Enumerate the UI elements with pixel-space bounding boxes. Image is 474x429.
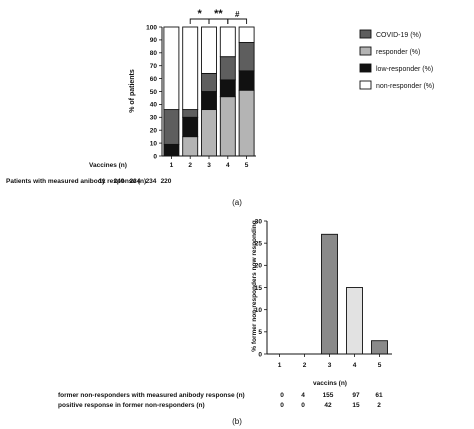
panel-a-ylabel: % of patients — [129, 69, 136, 113]
bar-segment-3-cat-5 — [238, 42, 255, 72]
panel-a-xtick-label: 1 — [170, 162, 174, 169]
panel-a-ytick-label: 90 — [150, 37, 158, 44]
bar-segment-4-cat-5 — [238, 26, 255, 43]
bar-segment-1-cat-5 — [238, 89, 255, 157]
significance-label: ** — [214, 8, 223, 20]
legend-swatch — [359, 29, 372, 39]
panel-b-table-value: 15 — [352, 402, 360, 409]
panel-a-ytick-label: 10 — [150, 140, 158, 147]
panel-b-caption: (b) — [232, 417, 242, 426]
bar-segment-2-cat-4 — [219, 79, 236, 98]
panel-a-ytick-label: 40 — [150, 102, 158, 109]
panel-b-table-value: 155 — [323, 392, 334, 399]
panel-b-table-label: positive response in former non-responde… — [58, 402, 205, 409]
bar-segment-2-cat-3 — [201, 91, 217, 111]
panel-a-xtick-label: 3 — [207, 162, 211, 169]
panel-a-ytick-label: 70 — [150, 63, 158, 70]
panel-b-table-value: 0 — [280, 392, 284, 399]
panel-a-ytick-label: 60 — [150, 76, 158, 83]
legend-label: low-responder (%) — [376, 66, 433, 73]
legend-label: COVID-19 (%) — [376, 32, 421, 39]
panel-b-ylabel: % former non-responders now responding — [251, 220, 258, 351]
legend-label: non-responder (%) — [376, 83, 434, 90]
bar-segment-1-cat-4 — [219, 96, 236, 157]
panel-a-xlabel: Vaccines (n) — [89, 162, 127, 169]
panel-a-table-value: 234 — [146, 178, 157, 185]
panel-a-table-value: 249 — [114, 178, 125, 185]
bar-segment-2-cat-2 — [182, 116, 199, 138]
panel-b-table-value: 97 — [352, 392, 360, 399]
panel-b-xtick-label: 4 — [353, 362, 357, 369]
panel-b-ytick-label: 5 — [258, 329, 262, 336]
panel-a-table-value: 234 — [130, 178, 141, 185]
bar-segment-1-cat-2 — [182, 136, 199, 157]
panel-a-xtick-label: 4 — [226, 162, 230, 169]
bar-segment-3-cat-3 — [201, 72, 217, 92]
panel-b-table-value: 0 — [301, 402, 305, 409]
panel-a-xtick-label: 2 — [188, 162, 192, 169]
legend-swatch — [359, 80, 372, 90]
panel-b-table-label: former non-responders with measured anib… — [58, 392, 245, 399]
panel-b-xlabel: vaccins (n) — [313, 380, 347, 387]
panel-b-table-value: 0 — [280, 402, 284, 409]
significance-bracket — [227, 18, 248, 24]
panel-a-ytick-label: 50 — [150, 89, 158, 96]
panel-b-ytick-label: 10 — [255, 307, 263, 314]
bar-segment-2-cat-1 — [163, 143, 180, 157]
panel-a-caption: (a) — [232, 198, 242, 207]
panel-b-xtick-label: 2 — [303, 362, 307, 369]
panel-a-table-value: 11 — [99, 178, 106, 185]
bar-cat-4 — [346, 287, 363, 355]
legend-label: responder (%) — [376, 49, 420, 56]
panel-b-table-value: 2 — [377, 402, 381, 409]
bar-segment-4-cat-3 — [201, 26, 217, 74]
panel-a-ytick-label: 20 — [150, 128, 158, 135]
bar-segment-4-cat-1 — [163, 26, 180, 111]
panel-a-ytick-label: 30 — [150, 115, 158, 122]
panel-b-ytick-label: 20 — [255, 263, 263, 270]
panel-b-table-value: 4 — [301, 392, 305, 399]
panel-a-table-value: 220 — [161, 178, 172, 185]
bar-cat-5 — [371, 340, 388, 355]
panel-b-xtick-label: 1 — [278, 362, 282, 369]
panel-b-ytick-label: 25 — [255, 240, 263, 247]
panel-a-ytick-label: 100 — [146, 24, 157, 31]
panel-a-ytick-label: 80 — [150, 50, 158, 57]
panel-a-xtick-label: 5 — [245, 162, 249, 169]
panel-b-table-value: 42 — [324, 402, 332, 409]
panel-b-ytick-label: 0 — [258, 351, 262, 358]
bar-segment-3-cat-4 — [219, 56, 236, 81]
bar-segment-4-cat-4 — [219, 26, 236, 58]
bar-segment-4-cat-2 — [182, 26, 199, 111]
panel-a-ytick-label: 0 — [153, 153, 157, 160]
bar-cat-3 — [321, 233, 338, 355]
panel-a-table-label: Patients with measured anibody response … — [6, 178, 146, 185]
panel-b-ytick-label: 30 — [255, 218, 263, 225]
bar-segment-2-cat-5 — [238, 70, 255, 91]
bar-segment-3-cat-1 — [163, 109, 180, 145]
panel-b-xtick-label: 5 — [378, 362, 382, 369]
legend-swatch — [359, 46, 372, 56]
bar-segment-1-cat-3 — [201, 109, 217, 157]
panel-b-ytick-label: 15 — [255, 285, 263, 292]
significance-label: # — [235, 10, 240, 19]
panel-b-xtick-label: 3 — [328, 362, 332, 369]
bar-segment-3-cat-2 — [182, 109, 199, 118]
legend-swatch — [359, 63, 372, 73]
significance-label: * — [197, 8, 202, 20]
panel-b-table-value: 61 — [375, 392, 383, 399]
